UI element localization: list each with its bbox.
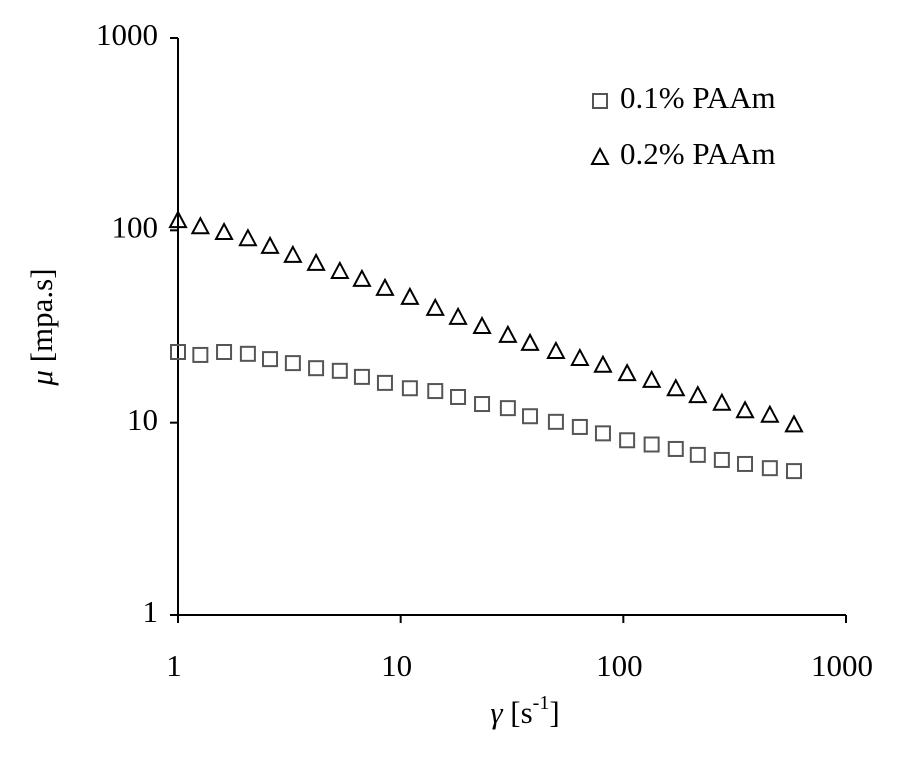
y-tick-label: 1 [143,594,159,629]
x-label-close: ] [549,695,559,730]
data-point [593,354,613,373]
data-point [400,286,420,305]
data-point [168,210,188,229]
legend-label: 0.2% PAAm [620,136,776,171]
legend-label: 0.1% PAAm [620,80,776,115]
x-label-symbol: γ [490,695,503,730]
y-label-unit: [mpa.s] [24,268,59,362]
data-point [472,315,492,335]
data-point [306,252,326,271]
y-axis-label: μ [mpa.s] [24,268,59,386]
data-point [239,345,256,362]
data-point [284,355,301,372]
data-point [331,362,348,379]
data-point [375,277,395,296]
legend-marker [592,93,608,109]
x-label-unit: [s [510,695,532,730]
data-point [425,297,445,316]
data-point [448,306,468,325]
data-point [260,235,280,254]
x-tick-label: 10 [381,648,412,683]
x-tick-label: 1 [166,648,182,683]
data-point [498,324,518,343]
data-point [617,362,637,382]
data-point [170,344,186,361]
data-point [450,388,467,405]
data-point [474,396,491,413]
data-point [570,347,590,366]
data-point [262,351,279,368]
data-point [283,244,303,263]
data-point [571,418,588,435]
y-label-symbol: μ [24,370,59,387]
data-point [190,216,211,235]
data-point [761,460,778,477]
data-point [520,332,540,351]
x-label-exponent: -1 [533,692,550,714]
data-point [667,440,684,457]
data-point [712,392,732,411]
data-point [353,368,370,385]
data-point [643,436,660,453]
data-point [499,400,516,417]
data-point [330,260,350,279]
data-point [216,344,233,361]
data-point [214,221,234,241]
x-axis-label: γ [s-1] [490,692,559,731]
data-point [238,228,258,247]
data-point [666,378,686,397]
y-tick-label: 10 [127,402,158,437]
data-point [688,385,708,404]
data-point [641,369,662,388]
data-point [594,425,611,442]
y-tick-label: 1000 [96,17,158,52]
legend-marker [590,146,610,165]
data-point [308,360,325,377]
data-point [785,463,802,480]
data-point [352,268,372,287]
data-point [192,346,209,363]
data-point [713,451,730,468]
y-tick-label: 100 [112,209,159,244]
data-point [735,400,755,419]
data-point [619,432,636,449]
data-point [547,413,564,430]
data-point [376,374,393,391]
data-point [689,446,706,463]
data-point [760,404,780,423]
data-point [784,414,804,433]
x-tick-label: 100 [596,648,643,683]
x-tick-label: 1000 [811,648,873,683]
data-point [427,383,444,400]
data-point [522,408,539,425]
data-point [546,340,566,359]
data-point [401,380,418,397]
data-point [737,455,754,472]
